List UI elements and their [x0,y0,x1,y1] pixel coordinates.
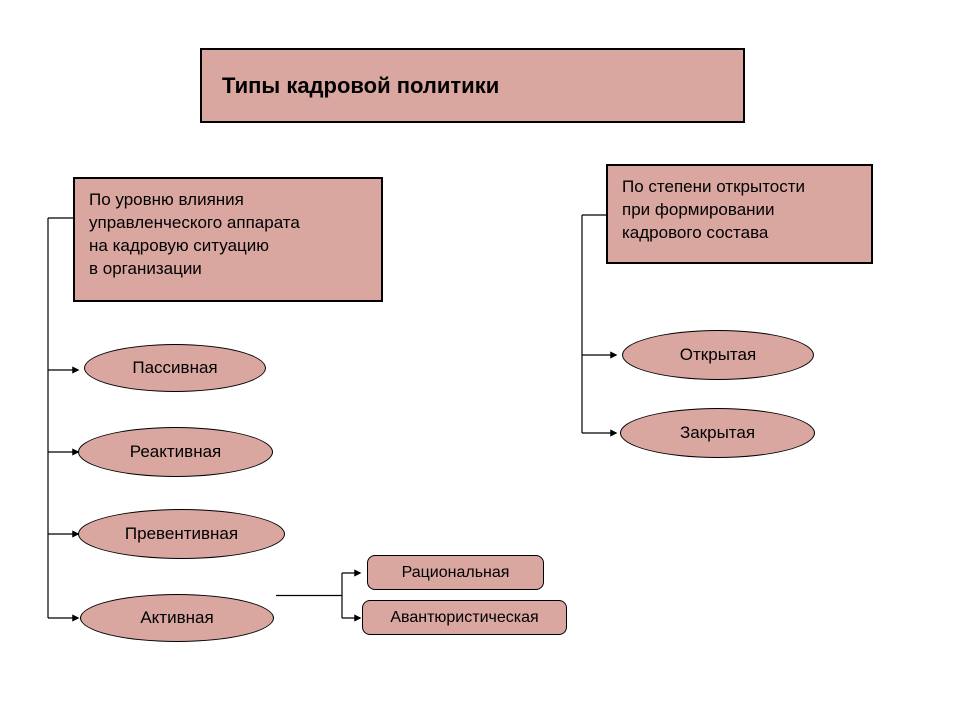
title-box: Типы кадровой политики [200,48,745,123]
ellipse-label: Реактивная [130,442,222,462]
ellipse-label: Закрытая [680,423,755,443]
category-line: на кадровую ситуацию [89,235,367,258]
category-line: кадрового состава [622,222,857,245]
box-label: Авантюристическая [390,609,538,627]
ellipse-open: Открытая [622,330,814,380]
ellipse-label: Активная [140,608,213,628]
category-line: управленческого аппарата [89,212,367,235]
ellipse-active: Активная [80,594,274,642]
box-label: Рациональная [402,564,510,582]
ellipse-preventive: Превентивная [78,509,285,559]
ellipse-closed: Закрытая [620,408,815,458]
ellipse-reactive: Реактивная [78,427,273,477]
ellipse-label: Пассивная [132,358,217,378]
ellipse-label: Открытая [680,345,756,365]
left-category-box: По уровню влияния управленческого аппара… [73,177,383,302]
box-rational: Рациональная [367,555,544,590]
category-line: в организации [89,258,367,281]
right-category-box: По степени открытостипри формированиикад… [606,164,873,264]
category-line: при формировании [622,199,857,222]
box-adventurous: Авантюристическая [362,600,567,635]
ellipse-passive: Пассивная [84,344,266,392]
category-line: По уровню влияния [89,189,367,212]
title-text: Типы кадровой политики [222,73,499,99]
category-line: По степени открытости [622,176,857,199]
ellipse-label: Превентивная [125,524,238,544]
